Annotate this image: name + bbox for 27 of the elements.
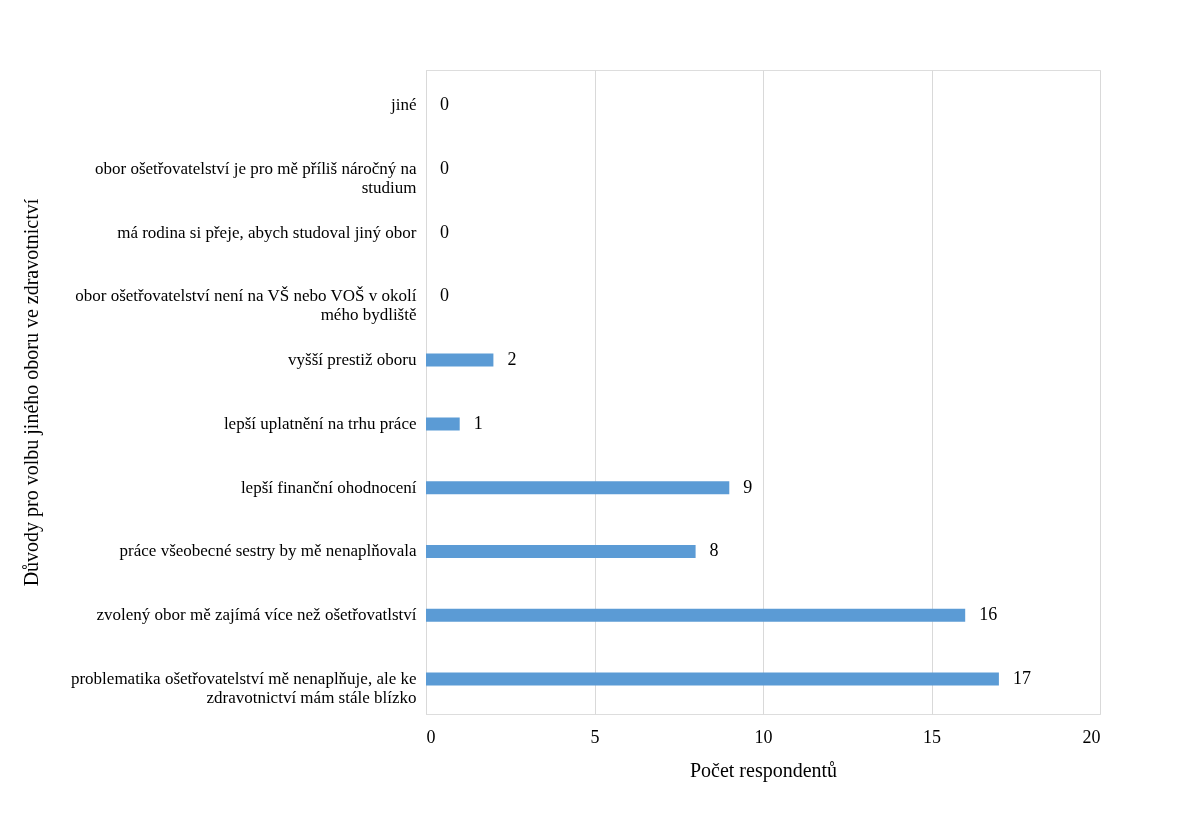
y-tick-label: lepší uplatnění na trhu práce (223, 413, 417, 433)
data-label: 1 (473, 412, 483, 433)
y-axis-title: Důvody pro volbu jiného oboru ve zdravotnictví (19, 198, 43, 587)
data-label: 9 (743, 476, 753, 497)
y-tick-label: lepší finanční ohodnocení (240, 477, 417, 497)
y-tick-label: práce všeobecné sestry by mě nenaplňovala (119, 541, 417, 561)
x-tick-label: 20 (1082, 726, 1101, 747)
data-label: 0 (440, 157, 449, 178)
y-tick-label: obor ošetřovatelství není na VŠ nebo VOŠ v okolí mého bydliště (75, 286, 417, 325)
y-tick-label: má rodina si přeje, abych studoval jiný obor (117, 222, 417, 242)
y-tick-label: obor ošetřovatelství je pro mě příliš náročný na studium (95, 158, 417, 197)
x-axis-title: Počet respondentů (689, 758, 838, 782)
data-label: 0 (440, 285, 449, 306)
data-label: 17 (1012, 667, 1031, 688)
x-tick-label: 0 (426, 726, 436, 747)
data-label: 16 (979, 604, 998, 625)
y-tick-label: problematika ošetřovatelství mě nenaplňuje, ale ke zdravotnictví mám stále blízko (70, 668, 417, 707)
y-tick-label: vyšší prestiž oboru (288, 350, 417, 370)
data-label: 8 (709, 540, 719, 561)
x-tick-label: 10 (754, 726, 773, 747)
y-tick-label: zvolený obor mě zajímá více než ošetřovatlství (96, 605, 417, 625)
y-tick-label: jiné (390, 95, 417, 115)
data-label: 2 (507, 349, 517, 370)
x-tick-label: 15 (923, 726, 941, 747)
data-label: 0 (440, 221, 449, 242)
x-tick-label: 5 (590, 726, 600, 747)
data-label: 0 (440, 94, 449, 115)
